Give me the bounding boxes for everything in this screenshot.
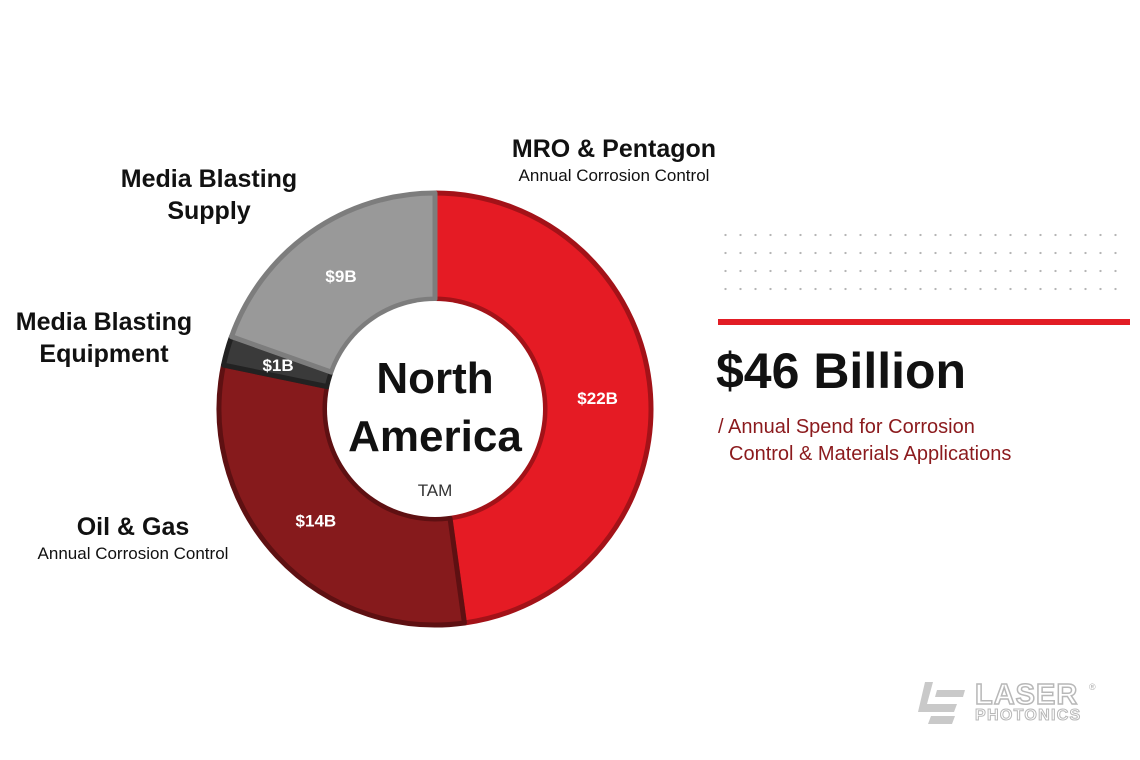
logo-registered-mark: ®	[1089, 682, 1096, 692]
label-media-blasting-supply: Media Blasting Supply	[94, 163, 324, 227]
label-supply-line2: Supply	[167, 197, 251, 225]
slice-value-label: $1B	[262, 356, 293, 375]
slice-value-label: $14B	[296, 511, 337, 530]
laser-photonics-logo-icon	[918, 682, 965, 724]
total-amount: $46 Billion	[716, 343, 967, 399]
center-subtitle: TAM	[417, 481, 453, 500]
label-equipment-line1: Media Blasting	[15, 308, 193, 336]
donut-hole	[327, 301, 543, 517]
slice-mro-pentagon	[432, 190, 654, 626]
description-line2: Control & Materials Applications	[729, 443, 1012, 465]
center-title-line2: America	[348, 412, 522, 461]
description-line1: / Annual Spend for Corrosion	[718, 416, 975, 438]
label-supply-line1: Media Blasting	[120, 165, 298, 193]
logo-text-laser: LASER	[974, 679, 1079, 711]
slice-oil-gas	[216, 362, 467, 628]
label-oil-gas: Oil & Gas Annual Corrosion Control	[12, 511, 254, 565]
slice-value-label: $22B	[577, 389, 618, 408]
label-equipment-line2: Equipment	[39, 340, 169, 368]
total-description: / Annual Spend for Corrosion Control & M…	[718, 414, 1011, 468]
accent-divider	[718, 319, 1130, 325]
label-mro-pentagon: MRO & Pentagon Annual Corrosion Control	[484, 133, 744, 187]
label-oil-gas-title: Oil & Gas	[76, 513, 190, 541]
label-media-blasting-equipment: Media Blasting Equipment	[0, 306, 208, 370]
dot-pattern	[718, 226, 1128, 304]
label-mro-subtitle: Annual Corrosion Control	[518, 166, 710, 185]
logo-text-photonics: PHOTONICS	[975, 707, 1082, 725]
slice-media-blasting-supply	[228, 190, 438, 375]
label-oil-gas-subtitle: Annual Corrosion Control	[37, 544, 229, 563]
slice-value-label: $9B	[325, 267, 356, 286]
center-title-line1: North	[376, 354, 494, 403]
label-mro-title: MRO & Pentagon	[511, 135, 717, 163]
